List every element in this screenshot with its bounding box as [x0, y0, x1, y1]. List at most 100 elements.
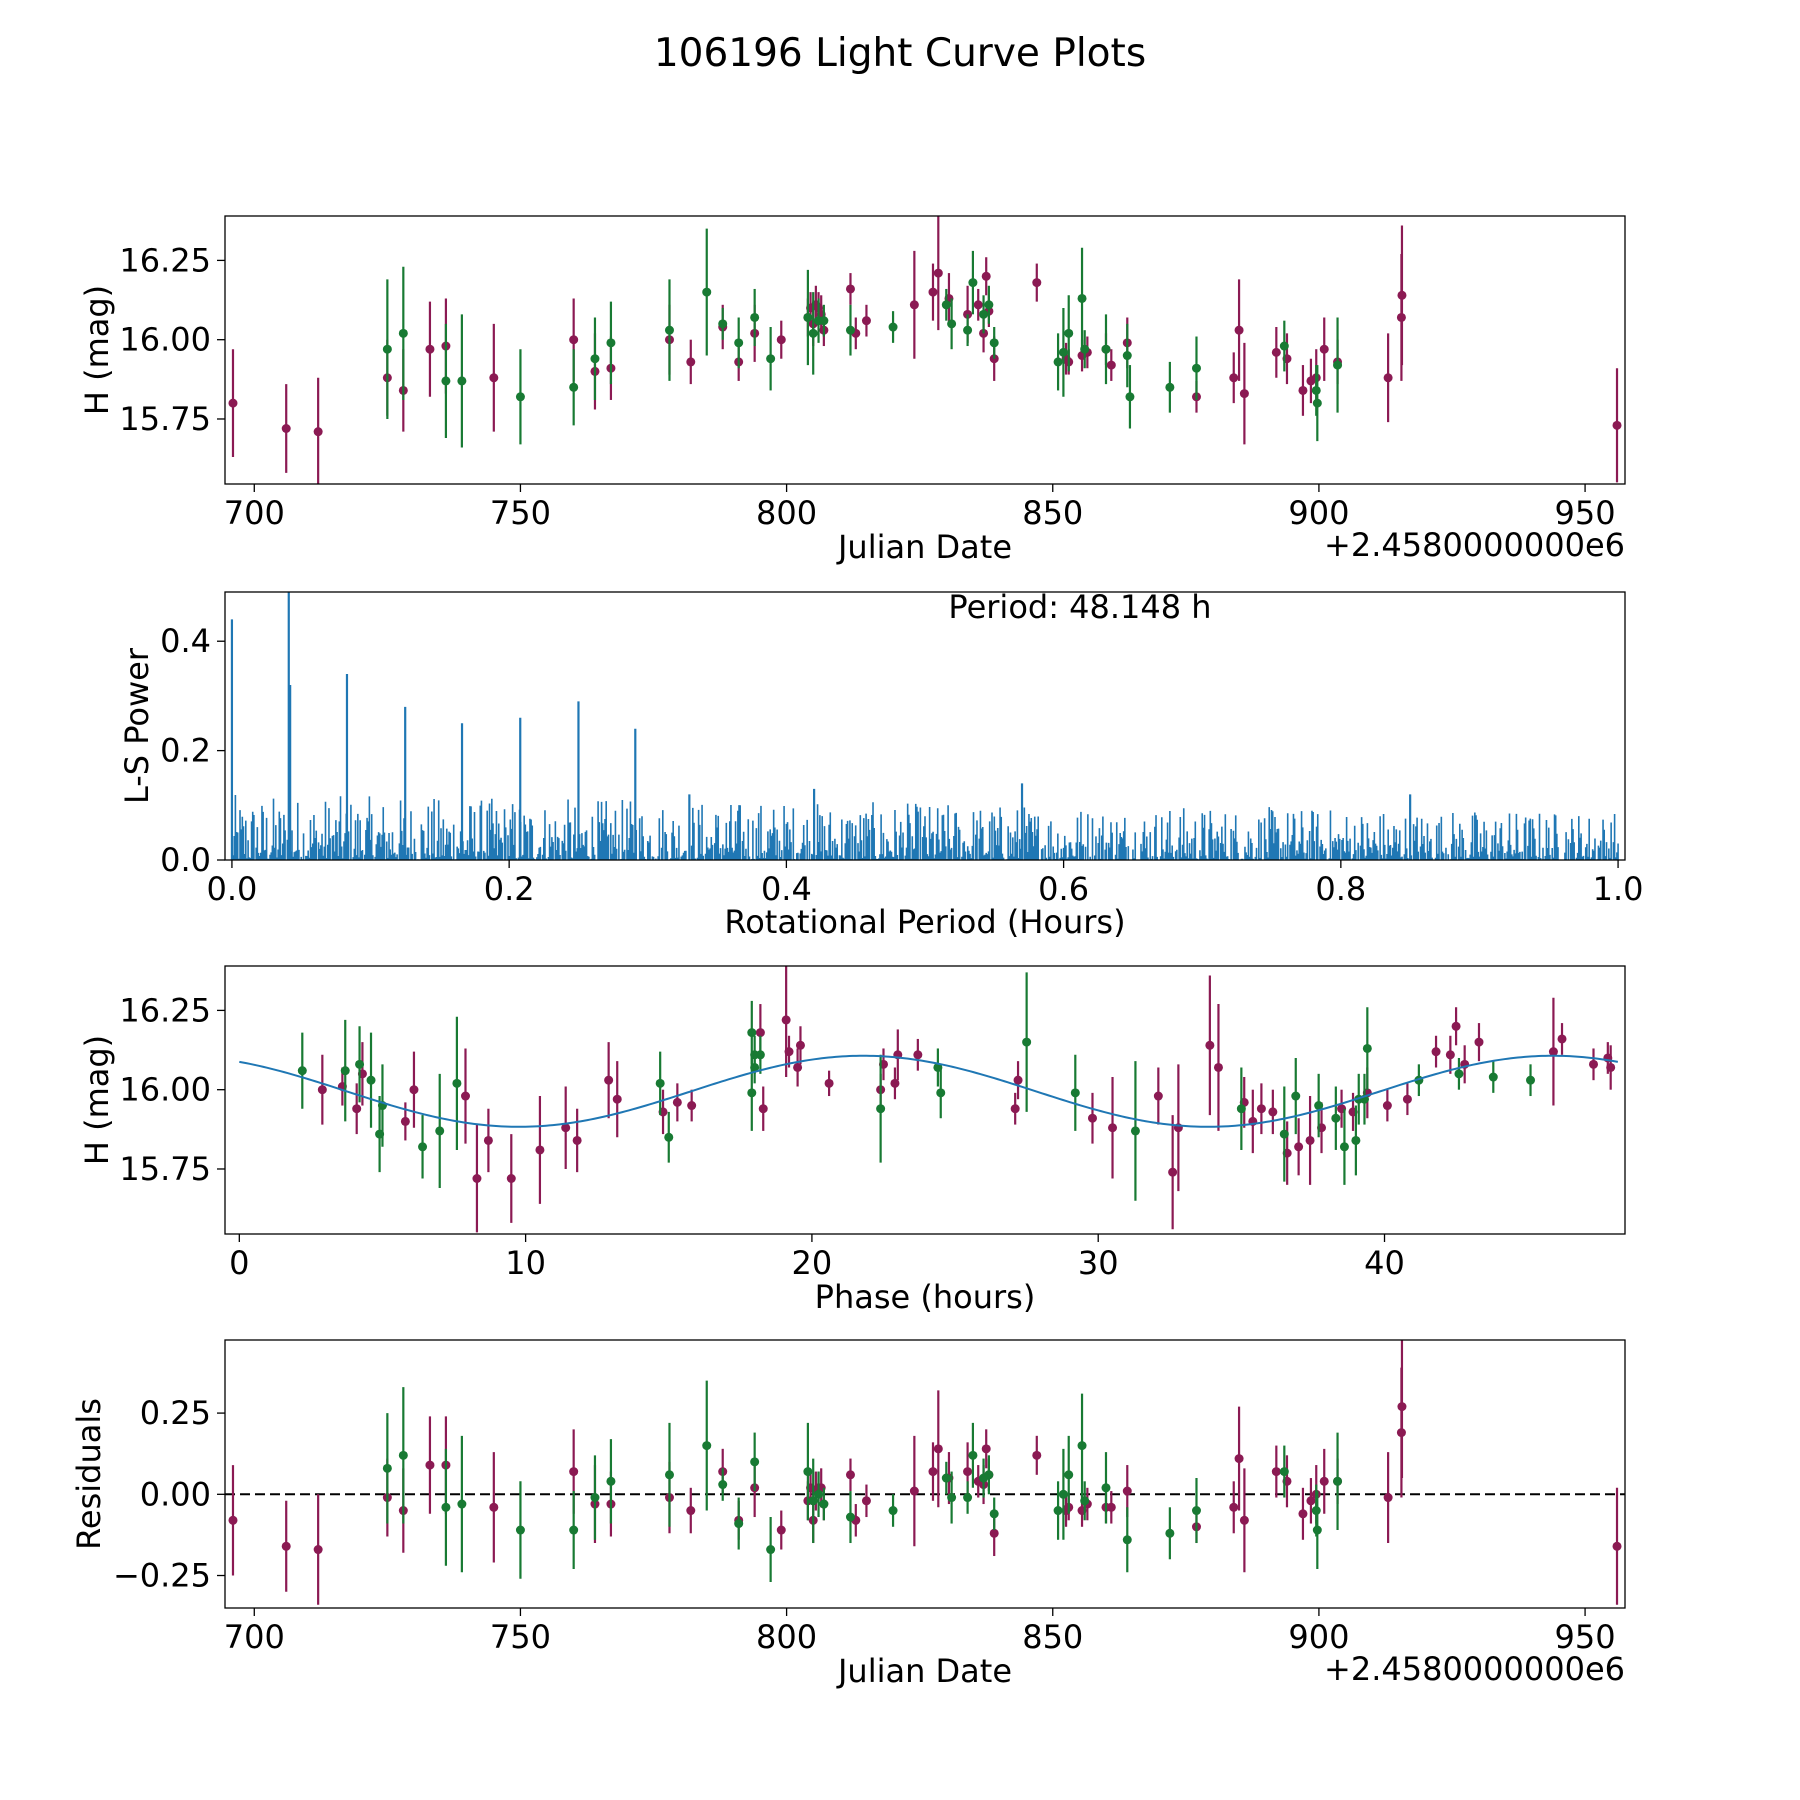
residuals-y-label: Residuals: [70, 1398, 108, 1550]
panel-periodogram: 0.0 0.2 0.4 0.6 0.8 1.0 0.0 0.2 0.4 Period: 48.1…: [118, 588, 1644, 941]
light-curve-g-band-point: [1058, 347, 1068, 357]
light-curve-g-band-point: [979, 309, 989, 319]
light-curve-r-band-point: [909, 300, 919, 310]
residuals-x-tick-label: 900: [1288, 1618, 1349, 1656]
phased-curve-g-band-point: [1291, 1091, 1301, 1101]
light-curve-g-band-point: [845, 325, 855, 335]
phased-curve-g-band-point: [1488, 1072, 1498, 1082]
light-curve-g-band-point: [968, 278, 978, 288]
residuals-g-band-point: [1312, 1525, 1322, 1535]
light-curve-x-tick-label: 900: [1288, 494, 1349, 532]
light-curve-g-band-point: [457, 376, 467, 386]
phased-curve-r-band-point: [784, 1047, 794, 1057]
phased-curve-y-label: H (mag): [78, 1035, 116, 1165]
residuals-r-band-point: [425, 1460, 435, 1470]
light-curve-g-band-point: [941, 300, 951, 310]
light-curve-g-band-point: [1279, 341, 1289, 351]
light-curve-r-band-point: [845, 284, 855, 294]
light-curve-g-band-point: [1333, 360, 1343, 370]
light-curve-g-band-point: [989, 338, 999, 348]
residuals-g-band-point: [1191, 1506, 1201, 1516]
phased-curve-r-band-point: [687, 1101, 697, 1111]
phased-curve-x-tick-label: 20: [792, 1244, 833, 1282]
phased-curve-g-band-point: [655, 1078, 665, 1088]
residuals-g-band-point: [984, 1470, 994, 1480]
phased-curve-g-band-point: [1362, 1043, 1372, 1053]
residuals-r-band-point: [928, 1467, 938, 1477]
periodogram-frame: [224, 591, 1626, 861]
phased-curve-x-tick-label: 0: [229, 1244, 249, 1282]
phased-curve-y-tick-label: 16.00: [119, 1071, 211, 1109]
phased-curve-r-band-point: [1474, 1037, 1484, 1047]
phased-curve-r-band-point: [890, 1078, 900, 1088]
light-curve-g-band-point: [888, 322, 898, 332]
phased-curve-r-band-point: [1108, 1123, 1118, 1133]
light-curve-x-tick-label: 950: [1555, 494, 1616, 532]
light-curve-points: [228, 216, 1622, 484]
residuals-r-band-point: [569, 1467, 579, 1477]
phased-curve-x-tick-label: 30: [1078, 1244, 1119, 1282]
phased-curve-r-band-point: [1606, 1062, 1616, 1072]
phased-curve-r-band-point: [604, 1075, 614, 1085]
light-curve-r-band-point: [1298, 385, 1308, 395]
light-curve-g-band-point: [808, 328, 818, 338]
phased-curve-r-band-point: [1294, 1142, 1304, 1152]
phased-curve-r-band-point: [612, 1094, 622, 1104]
phased-curve-r-band-point: [1087, 1113, 1097, 1123]
residuals-r-band-point: [1239, 1515, 1249, 1525]
light-curve-plot: 700 750 800 850 900 950 15.75 16.00 16.25: [119, 216, 1622, 532]
residuals-r-band-point: [1306, 1496, 1316, 1506]
residuals-g-band-point: [845, 1512, 855, 1522]
residuals-x-tick-label: 950: [1555, 1618, 1616, 1656]
residuals-g-band-point: [515, 1525, 525, 1535]
light-curve-g-band-point: [718, 319, 728, 329]
light-curve-g-band-point: [984, 300, 994, 310]
periodogram-x-tick-label: 1.0: [1593, 870, 1644, 908]
phased-curve-r-band-point: [1589, 1059, 1599, 1069]
light-curve-r-band-point: [1271, 347, 1281, 357]
phased-curve-points: [239, 966, 1619, 1233]
light-curve-r-band-point: [981, 271, 991, 281]
light-curve-frame: [224, 215, 1626, 485]
residuals-g-band-point: [702, 1441, 712, 1451]
residuals-g-band-point: [718, 1480, 728, 1490]
light-curve-x-tick-label: 800: [756, 494, 817, 532]
residuals-r-band-point: [489, 1502, 499, 1512]
residuals-g-band-point: [569, 1525, 579, 1535]
phased-curve-r-band-point: [1445, 1050, 1455, 1060]
residuals-r-band-point: [1383, 1493, 1393, 1503]
residuals-g-band-point: [590, 1493, 600, 1503]
light-curve-g-band-point: [1312, 398, 1322, 408]
residuals-x-tick-label: 800: [756, 1618, 817, 1656]
residuals-g-band-point: [664, 1470, 674, 1480]
light-curve-g-band-point: [441, 376, 451, 386]
residuals-points: [228, 1340, 1622, 1605]
phased-curve-x-label: Phase (hours): [815, 1278, 1036, 1316]
light-curve-r-band-point: [776, 335, 786, 345]
light-curve-g-band-point: [569, 382, 579, 392]
residuals-r-band-point: [1319, 1476, 1329, 1486]
phased-curve-y-tick-label: 15.75: [119, 1150, 211, 1188]
phased-curve-g-band-point: [876, 1104, 886, 1114]
phased-curve-g-band-point: [297, 1066, 307, 1076]
residuals-g-band-point: [1101, 1483, 1111, 1493]
periodogram-x-tick-label: 0.6: [1038, 870, 1089, 908]
phased-curve-y-tick-label: 16.25: [119, 991, 211, 1029]
phased-curve-r-band-point: [758, 1104, 768, 1114]
phased-curve-r-band-point: [1168, 1167, 1178, 1177]
residuals-g-band-point: [819, 1499, 829, 1509]
phased-curve-g-band-point: [1351, 1135, 1361, 1145]
phased-curve-r-band-point: [824, 1078, 834, 1088]
phased-curve-g-band-point: [340, 1066, 350, 1076]
phased-curve-r-band-point: [535, 1145, 545, 1155]
residuals-g-band-point: [947, 1493, 957, 1503]
phased-curve-g-band-point: [747, 1088, 757, 1098]
light-curve-g-band-point: [1101, 344, 1111, 354]
phased-curve-r-band-point: [572, 1135, 582, 1145]
light-curve-r-band-point: [313, 427, 323, 437]
phased-curve-g-band-point: [664, 1132, 674, 1142]
residuals-g-band-point: [606, 1476, 616, 1486]
residuals-r-band-point: [1612, 1541, 1622, 1551]
residuals-g-band-point: [441, 1502, 451, 1512]
light-curve-g-band-point: [947, 319, 957, 329]
